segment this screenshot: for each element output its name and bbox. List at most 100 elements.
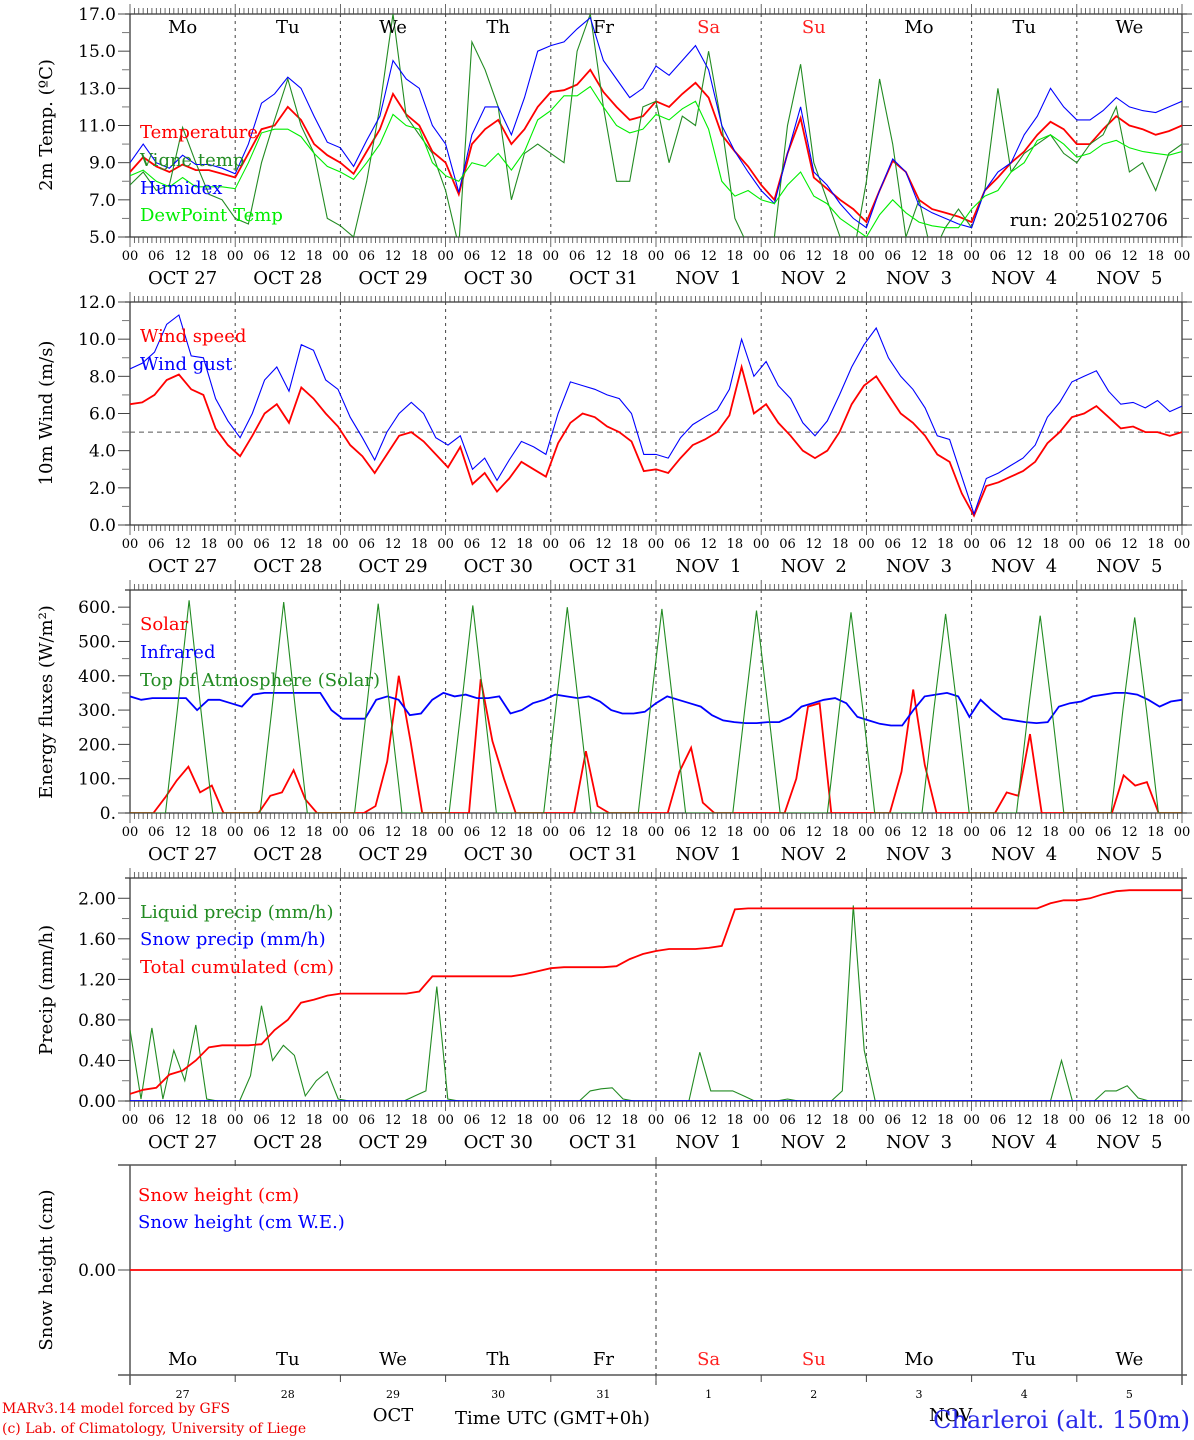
x-date-label: NOV 5: [1096, 1132, 1162, 1153]
x-hour-label: 06: [1095, 537, 1112, 552]
x-date-label: OCT 28: [253, 268, 322, 289]
y-tick-label: 10.0: [78, 330, 116, 350]
x-hour-label: 12: [490, 825, 507, 840]
day-name-label: Tu: [1012, 17, 1036, 38]
x-hour-label: 18: [1147, 1113, 1164, 1128]
day-number-label: 3: [916, 1388, 923, 1401]
x-date-label: OCT 27: [148, 1132, 217, 1153]
x-hour-label: 12: [490, 249, 507, 264]
x-hour-label: 12: [385, 825, 402, 840]
x-hour-label: 06: [1095, 249, 1112, 264]
y-tick-label: 0.40: [78, 1051, 116, 1071]
x-hour-label: 12: [1016, 825, 1033, 840]
x-hour-label: 18: [832, 249, 849, 264]
x-date-label: OCT 27: [148, 844, 217, 865]
x-hour-label: 06: [674, 537, 691, 552]
day-name-label: Tu: [1012, 1349, 1036, 1370]
x-hour-label: 00: [437, 825, 454, 840]
x-date-label: OCT 31: [569, 844, 638, 865]
x-hour-label: 12: [911, 1113, 928, 1128]
y-tick-label: 13.0: [78, 79, 116, 99]
series-line-top-of-atmosphere-solar-: [130, 600, 1182, 813]
x-hour-label: 12: [595, 249, 612, 264]
x-hour-label: 12: [490, 1113, 507, 1128]
x-hour-label: 00: [648, 825, 665, 840]
x-hour-label: 12: [1121, 1113, 1138, 1128]
station-label: Charleroi (alt. 150m): [933, 1406, 1190, 1434]
x-date-label: NOV 1: [676, 556, 742, 577]
x-hour-label: 12: [1121, 825, 1138, 840]
x-hour-label: 12: [174, 1113, 191, 1128]
x-hour-label: 18: [201, 537, 218, 552]
x-hour-label: 06: [990, 537, 1007, 552]
y-tick-label: 11.0: [78, 117, 116, 137]
x-hour-label: 00: [1174, 537, 1191, 552]
day-number-label: 5: [1126, 1388, 1133, 1401]
x-hour-label: 06: [464, 249, 481, 264]
x-hour-label: 06: [779, 1113, 796, 1128]
chart-panel-2m: 5.0 7.0 9.0 11.0 13.0 15.0 17.0 2m Temp. (ºC) Te…: [36, 4, 1192, 289]
x-hour-label: 06: [779, 249, 796, 264]
day-name-label: Tu: [276, 1349, 300, 1370]
x-hour-label: 18: [411, 825, 428, 840]
day-name-label: Th: [486, 1349, 510, 1370]
x-hour-label: 18: [306, 825, 323, 840]
x-hour-label: 06: [884, 249, 901, 264]
x-hour-label: 06: [884, 1113, 901, 1128]
x-hour-label: 06: [464, 537, 481, 552]
x-hour-label: 18: [1147, 537, 1164, 552]
time-axis-label: Time UTC (GMT+0h): [455, 1408, 650, 1429]
y-tick-label: 2.00: [78, 889, 116, 909]
x-hour-label: 06: [569, 537, 586, 552]
x-hour-label: 06: [253, 249, 270, 264]
y-tick-label: 0.00: [78, 1092, 116, 1112]
x-hour-label: 00: [543, 537, 560, 552]
x-hour-label: 12: [1016, 249, 1033, 264]
legend-entry: Solar: [140, 614, 189, 635]
legend-entry: Liquid precip (mm/h): [140, 902, 334, 923]
x-hour-label: 06: [569, 825, 586, 840]
day-name-label: Fr: [593, 17, 614, 38]
x-date-label: NOV 2: [781, 556, 847, 577]
x-date-label: NOV 4: [991, 844, 1057, 865]
legend-entry: Temperature: [140, 122, 258, 143]
y-tick-label: 600.: [78, 598, 116, 618]
day-name-label: Mo: [904, 1349, 933, 1370]
x-hour-label: 12: [280, 249, 297, 264]
x-hour-label: 00: [1069, 1113, 1086, 1128]
x-date-label: NOV 5: [1096, 844, 1162, 865]
y-tick-label: 0.80: [78, 1011, 116, 1031]
x-hour-label: 18: [1042, 1113, 1059, 1128]
day-name-label: We: [1116, 17, 1144, 38]
x-hour-label: 12: [280, 825, 297, 840]
x-hour-label: 12: [280, 1113, 297, 1128]
x-hour-label: 00: [963, 825, 980, 840]
x-hour-label: 06: [148, 1113, 165, 1128]
x-date-label: OCT 27: [148, 556, 217, 577]
x-hour-label: 18: [937, 1113, 954, 1128]
x-hour-label: 06: [1095, 1113, 1112, 1128]
chart-panel-precip: 0.00 0.40 0.80 1.20 1.60 2.00 Precip (mm/h) Liq…: [36, 868, 1192, 1153]
x-hour-label: 18: [621, 825, 638, 840]
y-tick-label: 300.: [78, 701, 116, 721]
day-name-label: Th: [486, 17, 510, 38]
x-date-label: OCT 28: [253, 844, 322, 865]
x-date-label: OCT 30: [464, 844, 533, 865]
x-hour-label: 18: [516, 249, 533, 264]
x-hour-label: 12: [385, 249, 402, 264]
legend-entry: Snow height (cm): [138, 1185, 299, 1206]
x-hour-label: 00: [1069, 825, 1086, 840]
chart-panel-wind: 0.0 2.0 4.0 6.0 8.0 10.0 12.0 10m Wind (m/s) Win…: [36, 292, 1192, 577]
x-hour-label: 00: [1069, 537, 1086, 552]
day-number-label: 4: [1021, 1388, 1028, 1401]
x-hour-label: 12: [1016, 1113, 1033, 1128]
x-hour-label: 00: [648, 537, 665, 552]
x-hour-label: 18: [1147, 249, 1164, 264]
legend-entry: Top of Atmosphere (Solar): [140, 670, 380, 691]
x-hour-label: 00: [332, 537, 349, 552]
x-hour-label: 06: [674, 1113, 691, 1128]
day-name-label: Mo: [168, 1349, 197, 1370]
x-date-label: NOV 3: [886, 268, 952, 289]
x-hour-label: 12: [1121, 249, 1138, 264]
